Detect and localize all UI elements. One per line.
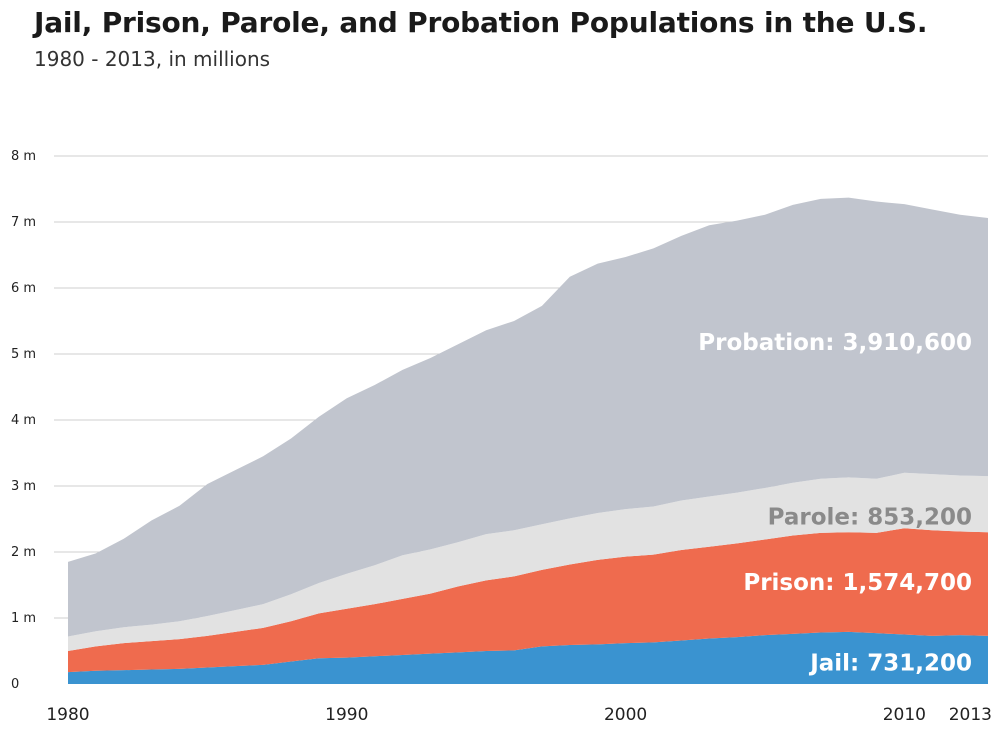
area-jail <box>68 631 988 684</box>
area-prison <box>68 528 988 673</box>
series-label-jail: Jail: 731,200 <box>808 650 972 676</box>
chart-title: Jail, Prison, Parole, and Probation Popu… <box>34 6 928 39</box>
x-tick-label-2013: 2013 <box>949 705 992 725</box>
y-tick-label-2: 2 m <box>11 545 36 560</box>
x-tick-label-1980: 1980 <box>46 705 89 725</box>
area-probation <box>68 197 988 637</box>
area-series <box>68 197 988 684</box>
series-label-parole: Parole: 853,200 <box>768 504 972 530</box>
y-tick-label-6: 6 m <box>11 281 36 296</box>
y-tick-label-8: 8 m <box>11 149 36 164</box>
series-label-prison: Prison: 1,574,700 <box>743 570 972 596</box>
x-tick-label-2000: 2000 <box>604 705 647 725</box>
y-tick-label-7: 7 m <box>11 215 36 230</box>
x-tick-label-2010: 2010 <box>883 705 926 725</box>
y-tick-label-1: 1 m <box>11 611 36 626</box>
series-labels: Jail: 731,200 Prison: 1,574,700 Parole: 85… <box>698 330 972 676</box>
y-tick-label-5: 5 m <box>11 347 36 362</box>
axis-ticks: 0 1 m 2 m 3 m 4 m 5 m 6 m 7 m 8 m 1980 1990 2000 201… <box>11 149 992 725</box>
series-label-probation: Probation: 3,910,600 <box>698 330 972 356</box>
y-tick-label-0: 0 <box>11 677 19 692</box>
x-tick-label-1990: 1990 <box>325 705 368 725</box>
y-tick-label-3: 3 m <box>11 479 36 494</box>
area-parole <box>68 472 988 651</box>
y-tick-label-4: 4 m <box>11 413 36 428</box>
chart-subtitle: 1980 - 2013, in millions <box>34 47 271 71</box>
